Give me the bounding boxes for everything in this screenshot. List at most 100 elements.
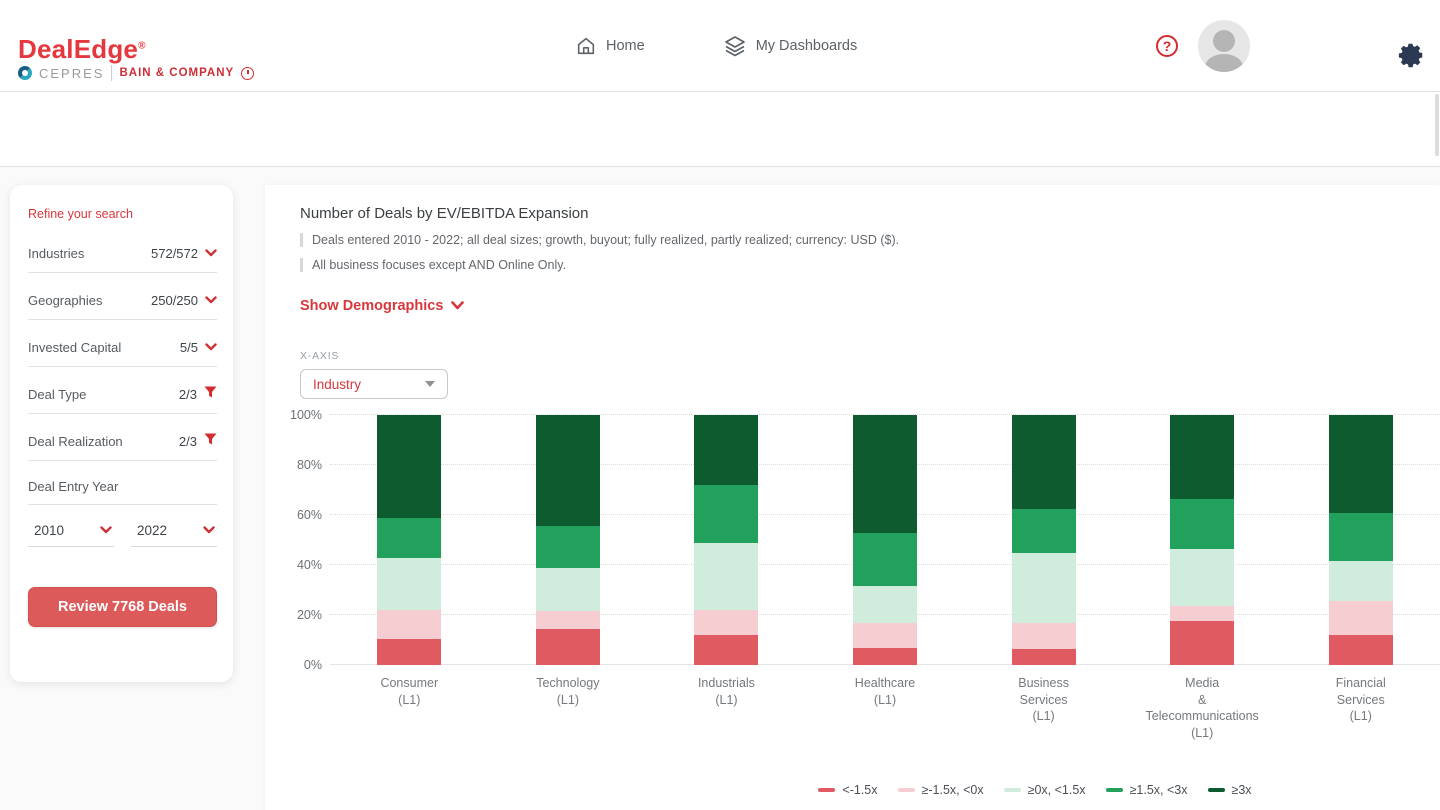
bar-segment[interactable] xyxy=(694,415,759,485)
legend-item[interactable]: ≥-1.5x, <0x xyxy=(897,783,984,797)
xaxis-field-label: X-AXIS xyxy=(300,350,340,362)
bar-segment[interactable] xyxy=(535,611,600,629)
chevron-down-icon xyxy=(451,298,465,314)
cepres-wordmark: CEPRES xyxy=(39,65,105,81)
bar-segment[interactable] xyxy=(1328,415,1393,513)
legend-item[interactable]: ≥3x xyxy=(1207,783,1252,797)
bar-segment[interactable] xyxy=(1170,415,1235,499)
bar-segment[interactable] xyxy=(1328,601,1393,635)
bar-segment[interactable] xyxy=(1011,415,1076,509)
bar-segment[interactable] xyxy=(377,610,442,639)
filter-summary-line-1: Deals entered 2010 - 2022; all deal size… xyxy=(300,233,1440,247)
stacked-bar[interactable] xyxy=(377,415,442,665)
x-axis-category-label: Consumer (L1) xyxy=(380,676,439,707)
xaxis-dropdown[interactable]: Industry xyxy=(300,369,448,399)
bar-segment[interactable] xyxy=(853,586,918,623)
dealedge-logo[interactable]: DealEdge® CEPRES BAIN & COMPANY xyxy=(18,34,255,81)
dealedge-wordmark: DealEdge® xyxy=(18,34,146,64)
bar-segment[interactable] xyxy=(535,567,600,612)
stacked-bar[interactable] xyxy=(535,415,600,665)
bar-segment[interactable] xyxy=(694,610,759,635)
bar-segment[interactable] xyxy=(535,526,600,568)
filter-summary-line-2: All business focuses except AND Online O… xyxy=(300,258,1440,272)
settings-gear-icon[interactable] xyxy=(1396,40,1426,75)
bar-segment[interactable] xyxy=(694,542,759,610)
nav-home[interactable]: Home xyxy=(575,35,645,57)
stacked-bar[interactable] xyxy=(853,415,918,665)
year-to-value: 2022 xyxy=(137,522,168,538)
bar-segment[interactable] xyxy=(1170,621,1235,665)
bar-segment[interactable] xyxy=(853,647,918,665)
stacked-bar[interactable] xyxy=(1011,415,1076,665)
bar-segment[interactable] xyxy=(1170,606,1235,622)
stacked-bar[interactable] xyxy=(694,415,759,665)
cepres-icon xyxy=(18,66,32,80)
top-navigation-bar: DealEdge® CEPRES BAIN & COMPANY Home xyxy=(0,0,1440,92)
review-deals-button[interactable]: Review 7768 Deals xyxy=(28,587,217,627)
y-axis-tick: 60% xyxy=(296,508,322,522)
stacked-bar[interactable] xyxy=(1328,415,1393,665)
legend-item[interactable]: ≥0x, <1.5x xyxy=(1003,783,1086,797)
filter-funnel-icon xyxy=(204,385,217,403)
bar-segment[interactable] xyxy=(853,622,918,648)
filter-value: 2/3 xyxy=(178,433,197,449)
refine-search-panel: Refine your search Industries 572/572 Geog… xyxy=(10,185,233,682)
legend-item[interactable]: ≥1.5x, <3x xyxy=(1105,783,1188,797)
filter-value: 572/572 xyxy=(151,245,198,261)
help-icon[interactable]: ? xyxy=(1156,35,1178,57)
bar-segment[interactable] xyxy=(377,517,442,558)
bar-segment[interactable] xyxy=(694,635,759,665)
chart-legend: <-1.5x ≥-1.5x, <0x ≥0x, <1.5x ≥1.5x, <3x ≥3x xyxy=(480,783,1440,797)
filter-row-geographies[interactable]: Geographies 250/250 xyxy=(28,282,217,320)
filter-label: Deal Type xyxy=(28,386,87,402)
y-axis-tick: 20% xyxy=(296,608,322,622)
x-axis-category-label: Financial Services (L1) xyxy=(1335,676,1386,723)
bar-column-industrials xyxy=(647,415,806,665)
year-to-select[interactable]: 2022 xyxy=(131,517,217,547)
filter-row-invested-capital[interactable]: Invested Capital 5/5 xyxy=(28,329,217,367)
user-avatar[interactable] xyxy=(1198,20,1250,72)
filter-funnel-icon xyxy=(204,432,217,450)
bar-segment[interactable] xyxy=(1011,508,1076,553)
xaxis-dropdown-value: Industry xyxy=(313,376,362,392)
bar-segment[interactable] xyxy=(1011,648,1076,665)
stacked-bar[interactable] xyxy=(1170,415,1235,665)
bar-segment[interactable] xyxy=(535,415,600,527)
filter-value: 5/5 xyxy=(179,339,198,355)
bar-segment[interactable] xyxy=(853,532,918,587)
bar-segment[interactable] xyxy=(1011,622,1076,649)
bar-segment[interactable] xyxy=(377,638,442,665)
home-icon xyxy=(575,35,597,57)
bar-segment[interactable] xyxy=(377,557,442,610)
filter-label: Invested Capital xyxy=(28,339,122,355)
y-axis-tick: 40% xyxy=(296,558,322,572)
bar-segment[interactable] xyxy=(853,415,918,533)
year-from-value: 2010 xyxy=(34,522,65,538)
nav-my-dashboards[interactable]: My Dashboards xyxy=(723,34,857,58)
scrollbar[interactable] xyxy=(1435,94,1439,156)
chart-panel: Number of Deals by EV/EBITDA Expansion D… xyxy=(265,185,1440,810)
filter-row-deal-entry-year[interactable]: Deal Entry Year xyxy=(28,470,217,505)
bar-column-technology xyxy=(489,415,648,665)
bar-segment[interactable] xyxy=(1328,635,1393,665)
bar-segment[interactable] xyxy=(1328,561,1393,602)
refine-search-title: Refine your search xyxy=(28,207,133,221)
avatar-body xyxy=(1205,54,1243,72)
bar-segment[interactable] xyxy=(1328,512,1393,562)
bar-segment[interactable] xyxy=(377,415,442,518)
filter-label: Industries xyxy=(28,245,85,261)
legend-label: ≥1.5x, <3x xyxy=(1129,783,1188,797)
bar-segment[interactable] xyxy=(535,628,600,665)
year-from-select[interactable]: 2010 xyxy=(28,517,114,547)
filter-row-deal-type[interactable]: Deal Type 2/3 xyxy=(28,376,217,414)
bar-segment[interactable] xyxy=(1170,498,1235,549)
show-demographics-link[interactable]: Show Demographics xyxy=(300,298,465,314)
legend-item[interactable]: <-1.5x xyxy=(818,783,878,797)
filter-value: 2/3 xyxy=(178,386,197,402)
bar-segment[interactable] xyxy=(1170,548,1235,607)
filter-row-industries[interactable]: Industries 572/572 xyxy=(28,235,217,273)
chart-title: Number of Deals by EV/EBITDA Expansion xyxy=(300,205,589,222)
bar-segment[interactable] xyxy=(1011,552,1076,623)
filter-row-deal-realization[interactable]: Deal Realization 2/3 xyxy=(28,423,217,461)
bar-segment[interactable] xyxy=(694,485,759,543)
